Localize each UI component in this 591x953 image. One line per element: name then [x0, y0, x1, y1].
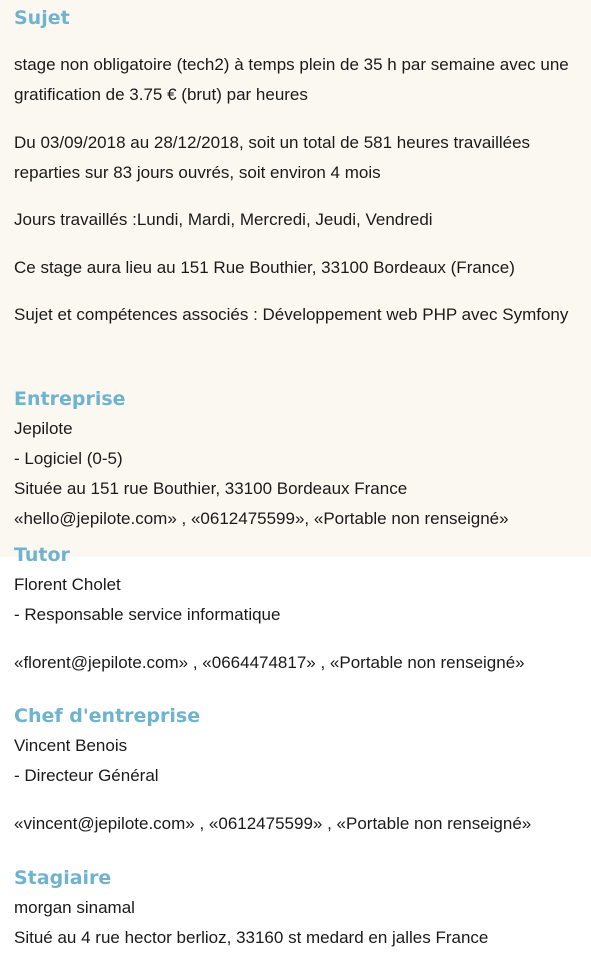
- chef-contacts: «vincent@jepilote.com» , «0612475599» , …: [14, 814, 532, 833]
- stagiaire-address: Situé au 4 rue hector berlioz, 33160 st …: [14, 928, 489, 947]
- entreprise-address: Située au 151 rue Bouthier, 33100 Bordea…: [14, 479, 408, 498]
- tutor-role: - Responsable service informatique: [14, 605, 281, 624]
- sujet-dates-paragraph: Du 03/09/2018 au 28/12/2018, soit un tot…: [14, 133, 531, 182]
- sujet-skills-paragraph: Sujet et compétences associés : Développ…: [14, 305, 569, 324]
- tutor-name: Florent Cholet: [14, 575, 121, 594]
- chef-role: - Directeur Général: [14, 766, 159, 785]
- section-heading-entreprise: Entreprise: [14, 388, 126, 410]
- tutor-contacts: «florent@jepilote.com» , «0664474817» , …: [14, 653, 525, 672]
- chef-name: Vincent Benois: [14, 736, 128, 755]
- entreprise-contacts: «hello@jepilote.com» , «0612475599», «Po…: [14, 509, 509, 528]
- section-heading-stagiaire: Stagiaire: [14, 867, 112, 889]
- section-heading-chef: Chef d'entreprise: [14, 705, 201, 727]
- entreprise-sector: - Logiciel (0-5): [14, 449, 123, 468]
- stagiaire-name: morgan sinamal: [14, 898, 135, 917]
- section-heading-tutor: Tutor: [14, 544, 70, 566]
- sujet-days-paragraph: Jours travaillés :Lundi, Mardi, Mercredi…: [14, 210, 433, 229]
- section-heading-sujet: Sujet: [14, 7, 70, 29]
- sujet-location-paragraph: Ce stage aura lieu au 151 Rue Bouthier, …: [14, 258, 515, 277]
- entreprise-background: [0, 0, 591, 557]
- entreprise-name: Jepilote: [14, 419, 73, 438]
- sujet-hours-paragraph: stage non obligatoire (tech2) à temps pl…: [14, 55, 569, 104]
